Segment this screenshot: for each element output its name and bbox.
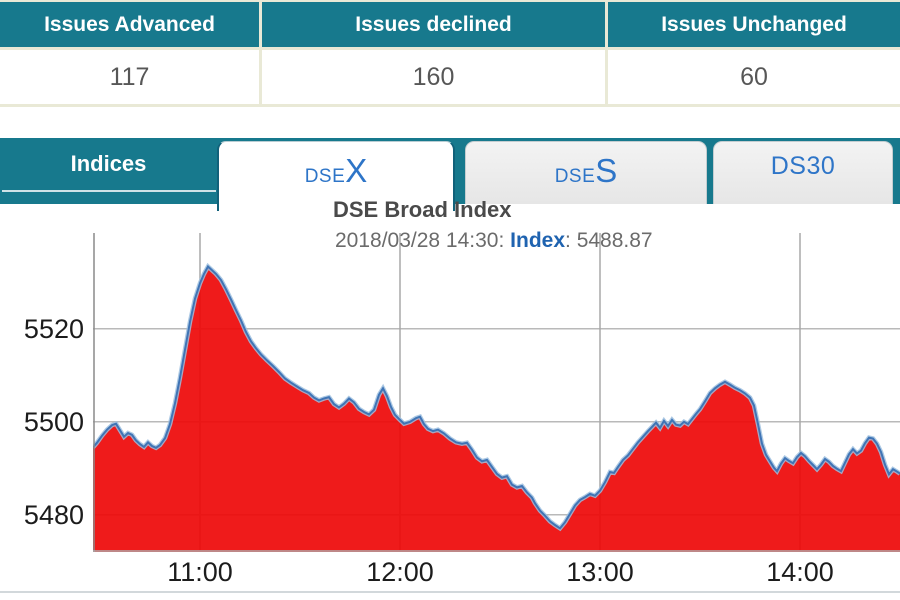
chart-title: DSE Broad Index — [333, 197, 512, 222]
issues-declined-value: 160 — [262, 50, 608, 104]
issues-advanced-header: Issues Advanced — [0, 2, 262, 47]
issues-advanced-value: 117 — [0, 50, 262, 104]
issues-summary-table: Issues Advanced Issues declined Issues U… — [0, 0, 900, 107]
y-axis-tick-label: 5500 — [23, 406, 84, 437]
tab-dsex-label-big: X — [345, 152, 368, 189]
tab-dsex[interactable]: DSE X — [217, 141, 455, 211]
issues-declined-header: Issues declined — [262, 2, 608, 47]
chart-subtitle-index-value: : 5488.87 — [565, 229, 653, 252]
index-area-chart[interactable] — [93, 233, 900, 552]
issues-summary-value-row: 117 160 60 — [0, 50, 900, 107]
x-axis-tick-label: 14:00 — [766, 557, 834, 587]
indices-underline — [2, 190, 216, 192]
indices-bar: Indices DSE X DSE S DS30 — [0, 138, 900, 211]
issues-unchanged-header: Issues Unchanged — [608, 2, 900, 47]
x-axis-tick-label: 12:00 — [366, 557, 434, 587]
bottom-divider — [0, 591, 900, 593]
chart-subtitle-datetime: 2018/03/28 14:30: — [335, 229, 511, 252]
chart-subtitle: 2018/03/28 14:30: Index: 5488.87 — [335, 229, 653, 253]
tab-ds30-label: DS30 — [770, 152, 836, 180]
issues-unchanged-value: 60 — [608, 50, 900, 104]
y-axis-tick-label: 5480 — [23, 499, 84, 530]
issues-summary-header-row: Issues Advanced Issues declined Issues U… — [0, 2, 900, 50]
y-axis-tick-label: 5520 — [23, 313, 84, 344]
x-axis-tick-label: 11:00 — [167, 557, 233, 587]
tab-dses-label-big: S — [595, 152, 618, 189]
tab-dses[interactable]: DSE S — [465, 141, 707, 204]
indices-bar-label: Indices — [70, 151, 147, 176]
x-axis-tick-label: 13:00 — [566, 557, 634, 587]
tab-dsex-label-small: DSE — [304, 166, 346, 187]
chart-subtitle-index-label: Index — [510, 229, 566, 252]
tab-ds30[interactable]: DS30 — [713, 141, 893, 204]
tab-dses-label-small: DSE — [554, 166, 596, 187]
